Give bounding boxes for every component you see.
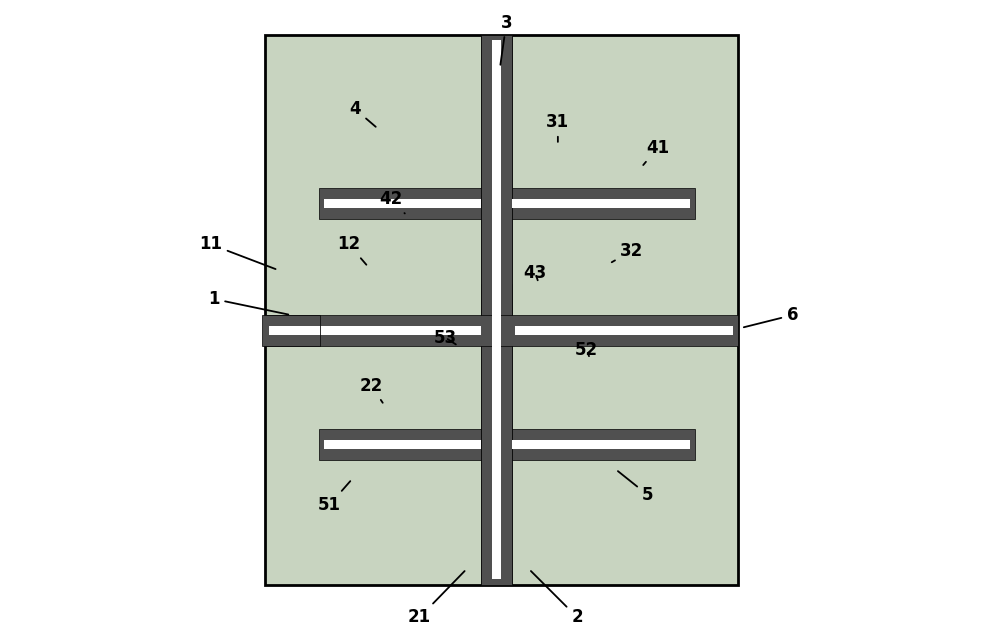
Bar xyxy=(492,346,501,577)
Bar xyxy=(492,42,501,346)
Text: 2: 2 xyxy=(531,571,583,626)
Text: 42: 42 xyxy=(379,190,405,213)
Bar xyxy=(512,429,695,460)
Bar xyxy=(512,188,695,219)
Bar xyxy=(481,284,512,315)
Bar xyxy=(324,440,481,449)
Text: 6: 6 xyxy=(744,306,798,327)
Bar xyxy=(481,315,512,585)
Bar xyxy=(481,35,512,585)
Bar xyxy=(265,35,738,585)
Text: 1: 1 xyxy=(208,290,288,314)
Text: 51: 51 xyxy=(318,481,350,514)
Text: 52: 52 xyxy=(575,341,598,359)
Bar xyxy=(492,284,501,315)
Text: 22: 22 xyxy=(360,377,383,403)
Bar xyxy=(319,188,481,219)
Bar xyxy=(481,35,512,346)
Text: 31: 31 xyxy=(546,113,569,142)
Bar xyxy=(492,40,501,312)
Text: 41: 41 xyxy=(643,139,669,165)
Bar xyxy=(324,199,481,208)
Text: 53: 53 xyxy=(434,329,457,347)
Text: 21: 21 xyxy=(408,571,465,626)
Bar xyxy=(492,315,501,579)
Text: 4: 4 xyxy=(350,100,376,127)
Bar xyxy=(512,440,690,449)
Text: 43: 43 xyxy=(524,264,547,282)
Bar xyxy=(265,315,738,346)
Bar xyxy=(262,315,320,346)
Text: 32: 32 xyxy=(612,242,643,262)
Bar xyxy=(512,199,690,208)
Text: 3: 3 xyxy=(500,14,512,65)
Bar xyxy=(273,326,481,335)
Text: 5: 5 xyxy=(618,471,654,504)
Text: 12: 12 xyxy=(337,235,366,265)
Bar xyxy=(515,326,733,335)
Bar xyxy=(319,429,481,460)
Bar xyxy=(269,326,320,335)
Text: 11: 11 xyxy=(199,235,276,269)
